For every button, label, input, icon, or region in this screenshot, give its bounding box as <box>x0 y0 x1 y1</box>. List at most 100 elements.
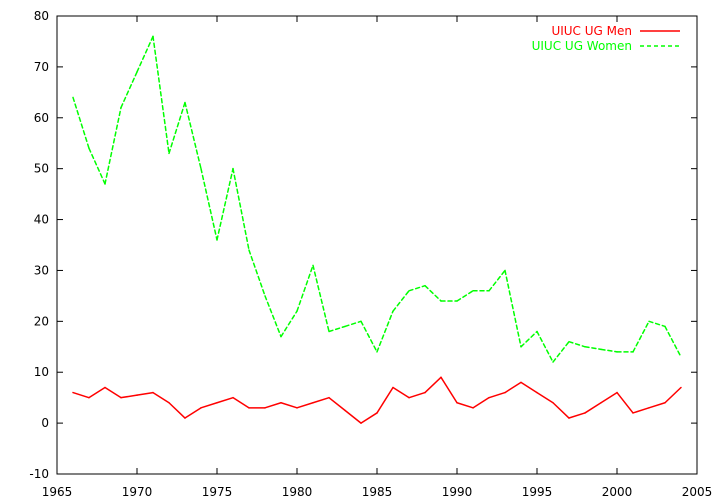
line-segment <box>136 35 154 73</box>
line-segment <box>488 269 506 292</box>
line-segment <box>360 320 378 353</box>
line-segment <box>264 295 282 338</box>
x-tick-label: 1980 <box>282 485 313 499</box>
line-segment <box>120 71 138 109</box>
x-tick-label: 1965 <box>42 485 73 499</box>
x-tick-label: 2005 <box>682 485 713 499</box>
line-segment <box>536 391 554 404</box>
legend-label: UIUC UG Men <box>551 24 632 38</box>
line-segment <box>600 348 618 353</box>
line-segment <box>424 376 442 394</box>
line-segment <box>584 402 602 414</box>
legend-label: UIUC UG Women <box>532 39 632 53</box>
line-segment <box>232 167 250 251</box>
line-segment <box>376 310 394 353</box>
line-segment <box>216 396 234 404</box>
line-segment <box>392 290 410 312</box>
line-segment <box>216 167 234 241</box>
plot-area-frame <box>56 15 698 475</box>
y-tick-label: -10 <box>29 467 49 481</box>
line-segment <box>552 340 570 363</box>
series-lines <box>72 35 682 424</box>
line-segment <box>72 96 90 150</box>
line-segment <box>184 101 202 170</box>
line-segment <box>312 264 330 333</box>
line-segment <box>536 330 554 363</box>
y-tick-label: 50 <box>34 162 49 176</box>
x-tick-label: 2000 <box>602 485 633 499</box>
line-segment <box>664 325 682 358</box>
line-segment <box>344 320 362 328</box>
line-segment <box>72 391 90 399</box>
y-tick-label: 60 <box>34 111 49 125</box>
line-segment <box>248 249 266 297</box>
line-segment <box>152 391 170 404</box>
line-segment <box>328 325 346 333</box>
x-tick-label: 1985 <box>362 485 393 499</box>
line-segment <box>232 396 250 409</box>
line-segment <box>136 391 154 396</box>
axis-tick-labels: 1965 1970 1975 1980 1985 1990 1995 2000 2005 -10 0… <box>29 9 712 499</box>
line-segment <box>200 402 218 409</box>
line-segment <box>648 402 666 409</box>
axis-ticks <box>56 15 698 475</box>
line-segment <box>504 381 522 394</box>
line-segment <box>600 391 618 404</box>
line-segment <box>488 391 506 399</box>
line-segment <box>392 386 410 399</box>
series-uiuc-ug-women <box>72 35 682 363</box>
line-segment <box>424 284 442 302</box>
line-segment <box>520 381 538 394</box>
y-tick-label: 20 <box>34 314 49 328</box>
line-segment <box>376 386 394 414</box>
line-segment <box>664 386 682 404</box>
y-tick-label: 30 <box>34 263 49 277</box>
line-segment <box>632 320 650 353</box>
line-segment <box>520 330 538 348</box>
line-segment <box>360 412 378 424</box>
y-tick-label: 40 <box>34 213 49 227</box>
line-segment <box>648 320 666 328</box>
line-segment <box>152 35 170 155</box>
line-segment <box>584 346 602 351</box>
line-segment <box>328 396 346 412</box>
line-segment <box>104 386 122 399</box>
line-segment <box>168 101 186 155</box>
y-tick-label: 10 <box>34 365 49 379</box>
series-uiuc-ug-men <box>72 376 682 424</box>
line-segment <box>440 376 458 404</box>
line-segment <box>456 402 474 409</box>
line-segment <box>264 402 282 409</box>
line-segment <box>200 167 218 241</box>
line-segment <box>472 396 490 409</box>
line-segment <box>168 402 186 419</box>
y-tick-label: 70 <box>34 60 49 74</box>
line-segment <box>88 147 106 185</box>
line-segment <box>184 407 202 419</box>
x-tick-label: 1975 <box>202 485 233 499</box>
line-segment <box>408 391 426 399</box>
line-segment <box>104 106 122 185</box>
line-segment <box>344 409 362 424</box>
line-segment <box>408 284 426 292</box>
line-segment <box>312 396 330 404</box>
line-segment <box>632 407 650 414</box>
line-segment <box>616 391 634 414</box>
line-segment <box>568 340 586 348</box>
line-segment <box>280 310 298 338</box>
line-segment <box>120 394 138 399</box>
line-segment <box>504 269 522 348</box>
x-tick-label: 1970 <box>122 485 153 499</box>
x-tick-label: 1990 <box>442 485 473 499</box>
line-segment <box>568 412 586 419</box>
line-segment <box>456 290 474 302</box>
y-tick-label: 80 <box>34 9 49 23</box>
line-segment <box>296 264 314 312</box>
x-tick-label: 1995 <box>522 485 553 499</box>
y-tick-label: 0 <box>41 416 49 430</box>
line-segment <box>296 402 314 409</box>
line-segment <box>280 402 298 409</box>
line-segment <box>88 386 106 399</box>
